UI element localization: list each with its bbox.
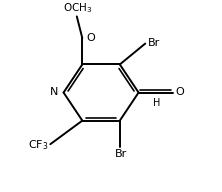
Text: CF$_3$: CF$_3$ <box>28 138 48 152</box>
Text: N: N <box>50 87 59 97</box>
Text: Br: Br <box>147 38 160 48</box>
Text: H: H <box>153 98 161 108</box>
Text: O: O <box>175 87 184 97</box>
Text: O: O <box>86 33 95 43</box>
Text: OCH$_3$: OCH$_3$ <box>63 2 93 16</box>
Text: Br: Br <box>115 149 127 159</box>
